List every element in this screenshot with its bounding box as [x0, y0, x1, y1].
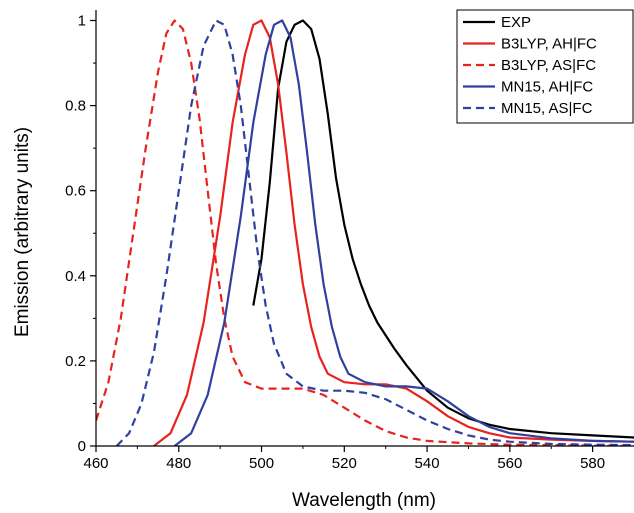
legend-label-1: B3LYP, AH|FC [501, 36, 597, 53]
series-line-1 [153, 19, 634, 446]
legend-label-2: B3LYP, AS|FC [501, 57, 596, 74]
legend-label-4: MN15, AS|FC [501, 100, 593, 117]
y-axis-title: Emission (arbitrary units) [12, 127, 33, 337]
legend: EXP B3LYP, AH|FC B3LYP, AS|FC MN15, AH|FC MN… [456, 9, 634, 124]
x-tick-label-5: 560 [497, 455, 522, 472]
legend-box [456, 9, 634, 124]
legend-label-3: MN15, AH|FC [501, 79, 593, 96]
series-line-4 [115, 19, 634, 446]
y-tick-label-4: 0.8 [65, 98, 86, 115]
x-tick-label-1: 480 [166, 455, 191, 472]
x-tick-label-3: 520 [332, 455, 357, 472]
y-tick-label-5: 1 [78, 13, 86, 30]
series-line-2 [96, 19, 634, 446]
y-tick-label-0: 0 [78, 438, 86, 455]
y-tick-label-2: 0.4 [65, 268, 86, 285]
x-tick-label-4: 540 [415, 455, 440, 472]
series-line-3 [173, 19, 634, 446]
y-tick-label-1: 0.2 [65, 353, 86, 370]
x-tick-label-2: 500 [249, 455, 274, 472]
legend-label-0: EXP [501, 14, 531, 31]
x-tick-label-0: 460 [83, 455, 108, 472]
plot-lines [96, 19, 634, 446]
axes: 460 480 500 520 540 560 580 0 0.2 0.4 0.6 0.8 1 [65, 10, 634, 472]
x-axis-title: Wavelength (nm) [292, 490, 436, 511]
y-tick-label-3: 0.6 [65, 183, 86, 200]
x-tick-label-6: 580 [580, 455, 605, 472]
